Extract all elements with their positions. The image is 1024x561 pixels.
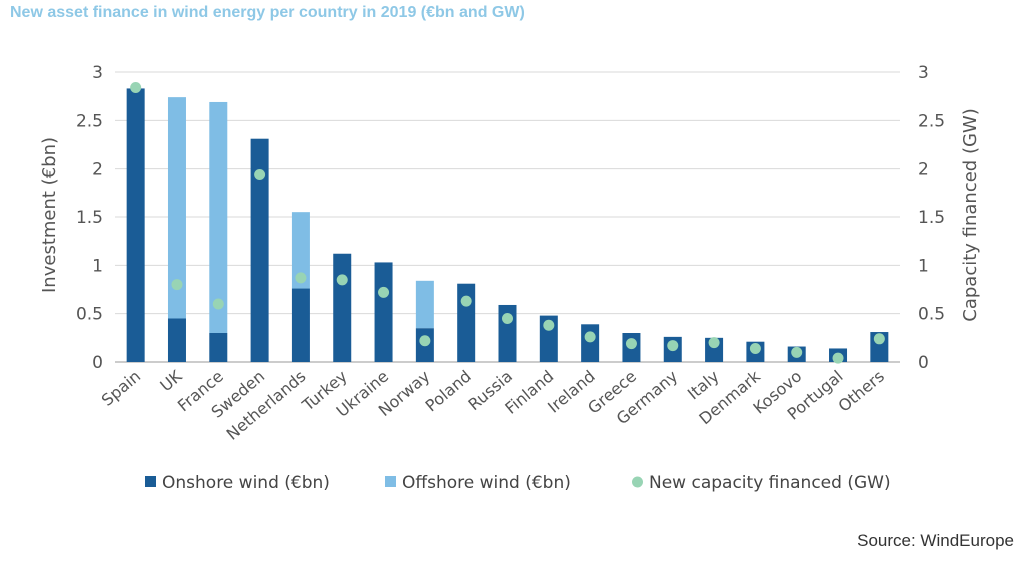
legend-onshore-swatch bbox=[145, 476, 156, 487]
onshore-bar-france bbox=[209, 333, 228, 362]
source-note: Source: WindEurope bbox=[857, 531, 1014, 550]
y2-tick-label: 3 bbox=[918, 63, 929, 83]
right-axis-ticks: 0 0.5 1 1.5 2 2.5 3 bbox=[918, 63, 945, 373]
y2-tick-label: 0.5 bbox=[918, 305, 945, 325]
offshore-bar-france bbox=[209, 101, 228, 333]
legend-capacity-label: New capacity financed (GW) bbox=[649, 473, 891, 493]
legend-offshore-swatch bbox=[385, 476, 396, 487]
onshore-bar-poland bbox=[457, 283, 476, 362]
offshore-bar-norway bbox=[415, 280, 434, 329]
category-label: Spain bbox=[98, 367, 144, 410]
capacity-point-russia bbox=[502, 313, 513, 324]
capacity-point-kosovo bbox=[791, 346, 803, 358]
onshore-bar-turkey bbox=[333, 253, 352, 362]
category-label: UK bbox=[156, 366, 186, 395]
y-tick-label: 3 bbox=[92, 63, 103, 83]
capacity-point-finland bbox=[543, 319, 555, 331]
capacity-point-germany bbox=[667, 340, 679, 352]
capacity-points bbox=[130, 81, 885, 364]
category-label: Poland bbox=[422, 367, 475, 416]
capacity-point-denmark bbox=[749, 342, 761, 354]
y-tick-label: 2.5 bbox=[76, 111, 103, 131]
legend: Onshore wind (€bn) Offshore wind (€bn) New… bbox=[145, 473, 891, 493]
y2-tick-label: 2.5 bbox=[918, 111, 945, 131]
capacity-point-ireland bbox=[584, 331, 596, 343]
capacity-point-greece bbox=[625, 338, 637, 350]
y-axis-title: Investment (€bn) bbox=[39, 137, 60, 293]
capacity-point-norway bbox=[419, 335, 431, 347]
capacity-point-uk bbox=[171, 279, 183, 291]
y-tick-label: 1.5 bbox=[76, 208, 103, 228]
y-tick-label: 0.5 bbox=[76, 305, 103, 325]
capacity-point-sweden bbox=[254, 168, 266, 180]
y2-tick-label: 1.5 bbox=[918, 208, 945, 228]
left-axis-ticks: 0 0.5 1 1.5 2 2.5 3 bbox=[76, 63, 103, 373]
onshore-bar-netherlands bbox=[291, 288, 310, 362]
capacity-point-others bbox=[873, 333, 885, 345]
category-labels: Spain UKFranceSwedenNetherlandsTurkeyUkra… bbox=[98, 366, 888, 444]
offshore-bar-netherlands bbox=[291, 212, 310, 289]
onshore-bar-spain bbox=[126, 88, 145, 362]
chart-title: New asset finance in wind energy per cou… bbox=[10, 4, 525, 21]
capacity-point-ukraine bbox=[378, 286, 390, 298]
onshore-bar-ireland bbox=[581, 324, 600, 362]
capacity-point-spain bbox=[130, 81, 142, 93]
legend-capacity-swatch bbox=[632, 476, 643, 488]
capacity-point-france bbox=[212, 298, 224, 310]
offshore-bar-uk bbox=[167, 97, 186, 319]
legend-offshore-label: Offshore wind (€bn) bbox=[402, 473, 571, 493]
y2-axis-title: Capacity financed (GW) bbox=[960, 108, 981, 321]
capacity-point-portugal bbox=[832, 352, 844, 364]
y2-tick-label: 0 bbox=[918, 353, 929, 373]
capacity-point-netherlands bbox=[295, 272, 307, 284]
y-tick-label: 2 bbox=[92, 160, 103, 180]
legend-onshore-label: Onshore wind (€bn) bbox=[162, 473, 330, 493]
capacity-point-turkey bbox=[336, 274, 348, 286]
y-tick-label: 1 bbox=[92, 256, 103, 276]
onshore-bar-uk bbox=[167, 318, 186, 362]
onshore-bar-ukraine bbox=[374, 262, 393, 362]
capacity-point-poland bbox=[460, 295, 472, 307]
capacity-point-italy bbox=[708, 337, 720, 349]
y2-tick-label: 2 bbox=[918, 160, 929, 180]
onshore-bar-sweden bbox=[250, 138, 269, 362]
y2-tick-label: 1 bbox=[918, 256, 929, 276]
category-label: Others bbox=[835, 367, 888, 416]
y-tick-label: 0 bbox=[92, 353, 103, 373]
